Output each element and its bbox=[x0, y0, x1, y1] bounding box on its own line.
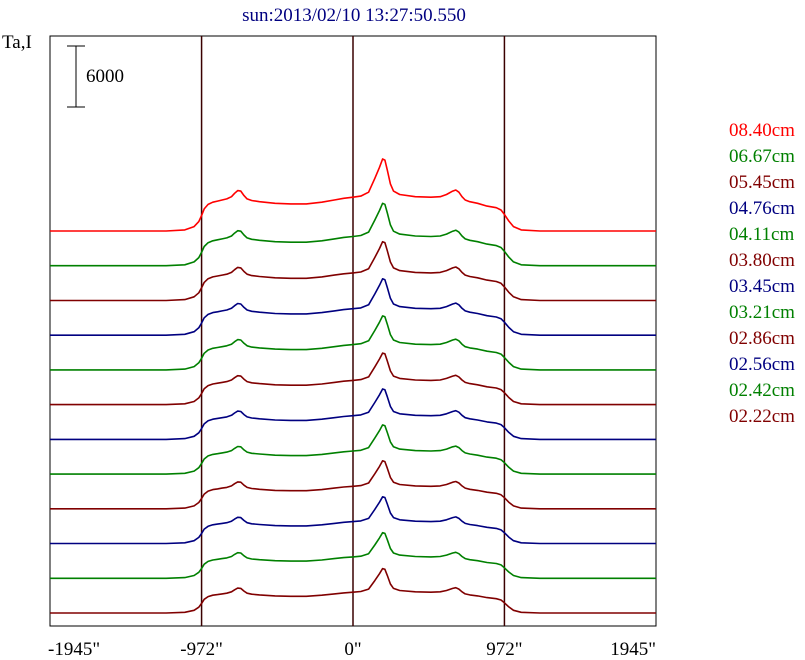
legend: 08.40cm 06.67cm 05.45cm 04.76cm 04.11cm 03.80… bbox=[729, 120, 795, 427]
series-line-08.40cm bbox=[50, 158, 656, 232]
vertical-markers bbox=[200, 36, 506, 626]
legend-entry-08.40cm: 08.40cm bbox=[729, 120, 795, 141]
legend-entry-04.76cm: 04.76cm bbox=[729, 198, 795, 219]
chart-title: sun:2013/02/10 13:27:50.550 bbox=[242, 5, 466, 26]
legend-entry-05.45cm: 05.45cm bbox=[729, 172, 795, 193]
series-traces bbox=[50, 158, 656, 614]
x-tick-label: -1945" bbox=[48, 639, 100, 660]
series-line-02.42cm bbox=[50, 531, 656, 580]
series-line-04.11cm bbox=[50, 315, 656, 371]
x-tick-label: -972" bbox=[180, 639, 223, 660]
x-tick-label: 0" bbox=[344, 639, 361, 660]
legend-entry-06.67cm: 06.67cm bbox=[729, 146, 795, 167]
series-line-04.76cm bbox=[50, 278, 656, 336]
legend-entry-03.21cm: 03.21cm bbox=[729, 302, 795, 323]
series-line-03.45cm bbox=[50, 388, 656, 441]
series-line-06.67cm bbox=[50, 202, 656, 267]
legend-entry-03.80cm: 03.80cm bbox=[729, 250, 795, 271]
legend-entry-03.45cm: 03.45cm bbox=[729, 276, 795, 297]
series-line-03.21cm bbox=[50, 424, 656, 475]
series-line-03.80cm bbox=[50, 352, 656, 406]
legend-entry-04.11cm: 04.11cm bbox=[729, 224, 794, 245]
scale-bar: 6000 bbox=[67, 45, 124, 108]
legend-entry-02.86cm: 02.86cm bbox=[729, 328, 795, 349]
x-tick-labels: -1945" -972" 0" 972" 1945" bbox=[48, 639, 656, 660]
x-tick-label: 1945" bbox=[610, 639, 656, 660]
x-tick-label: 972" bbox=[486, 639, 522, 660]
y-axis-label: Ta,I bbox=[2, 32, 32, 53]
legend-entry-02.56cm: 02.56cm bbox=[729, 354, 795, 375]
scale-bar-label: 6000 bbox=[86, 66, 124, 87]
legend-entry-02.42cm: 02.42cm bbox=[729, 380, 795, 401]
legend-entry-02.22cm: 02.22cm bbox=[729, 406, 795, 427]
series-line-02.56cm bbox=[50, 496, 656, 545]
series-line-05.45cm bbox=[50, 240, 656, 302]
series-line-02.86cm bbox=[50, 460, 656, 510]
series-line-02.22cm bbox=[50, 567, 656, 614]
